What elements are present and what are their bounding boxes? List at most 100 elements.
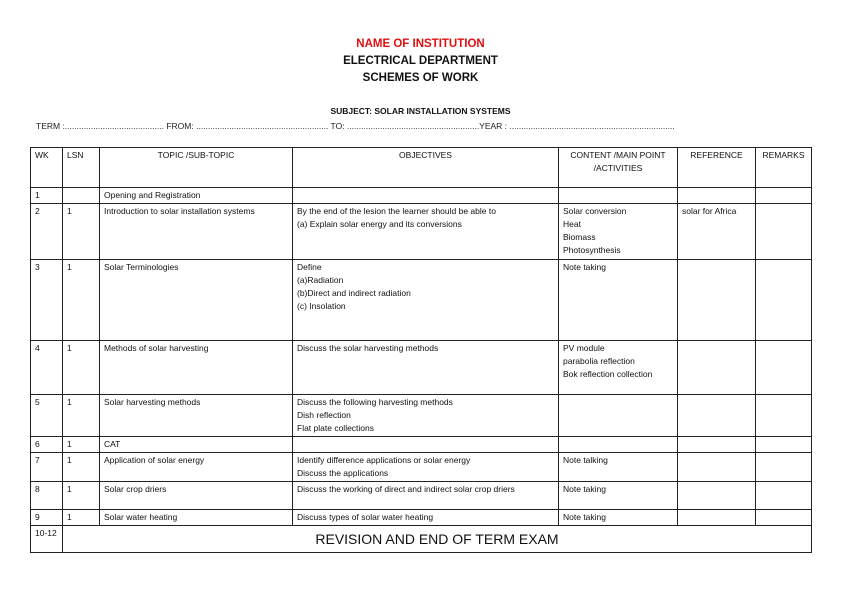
institution-name: NAME OF INSTITUTION — [356, 38, 485, 50]
objectives-cell-line: Discuss the working of direct and indire… — [297, 484, 515, 494]
table-row: 4 1 Methods of solar harvesting Discuss the… — [30, 340, 812, 395]
remarks-cell — [755, 187, 812, 204]
column-header: REMARKS — [755, 147, 812, 188]
objectives-cell-line: Discuss the solar harvesting methods — [297, 343, 439, 353]
lesson-cell: 1 — [62, 436, 100, 453]
objectives-cell-line: (c) Insolation — [297, 301, 346, 311]
topic-cell: Methods of solar harvesting — [99, 340, 293, 395]
lesson-cell: 1 — [62, 452, 100, 482]
topic-cell: Solar water heating — [99, 509, 293, 526]
content-cell-line: Solar conversion — [563, 206, 627, 216]
objectives-cell-line: Identify difference applications or sola… — [297, 455, 471, 465]
remarks-cell — [755, 394, 812, 437]
lesson-cell: 1 — [62, 481, 100, 510]
content-cell: Note taking — [558, 509, 678, 526]
objectives-cell: Define (a)Radiation (b)Direct and indirect… — [292, 259, 559, 341]
scheme-table: WK LSN TOPIC /SUB-TOPIC OBJECTIVES CONTENT /… — [30, 147, 812, 553]
content-cell-line: Heat — [563, 219, 581, 229]
remarks-cell — [755, 481, 812, 510]
content-cell: Note talking — [558, 452, 678, 482]
week-cell: 1 — [30, 187, 63, 204]
column-header: TOPIC /SUB-TOPIC — [99, 147, 293, 188]
topic-cell: Opening and Registration — [99, 187, 293, 204]
content-cell-line: parabolia reflection — [563, 356, 635, 366]
objectives-cell: Discuss the following harvesting methods… — [292, 394, 559, 437]
lesson-cell — [62, 187, 100, 204]
objectives-cell: Discuss the working of direct and indire… — [292, 481, 559, 510]
objectives-cell-line: (b)Direct and indirect radiation — [297, 288, 411, 298]
lesson-cell: 1 — [62, 394, 100, 437]
week-cell: 6 — [30, 436, 63, 453]
week-cell: 10-12 — [30, 525, 63, 553]
column-header: WK — [30, 147, 63, 188]
column-header: CONTENT /MAIN POINT /ACTIVITIES — [558, 147, 678, 188]
content-cell-line: Bok reflection collection — [563, 369, 653, 379]
week-cell: 3 — [30, 259, 63, 341]
objectives-cell-line: (a) Explain solar energy and its convers… — [297, 219, 462, 229]
department-name: ELECTRICAL DEPARTMENT — [343, 55, 498, 67]
content-cell — [558, 436, 678, 453]
remarks-cell — [755, 436, 812, 453]
reference-cell — [677, 187, 756, 204]
topic-cell: CAT — [99, 436, 293, 453]
content-cell: Note taking — [558, 259, 678, 341]
week-cell: 5 — [30, 394, 63, 437]
term-meta-line: TERM :..................................… — [36, 121, 675, 131]
content-cell — [558, 187, 678, 204]
table-header: WK LSN TOPIC /SUB-TOPIC OBJECTIVES CONTENT /… — [30, 147, 812, 188]
objectives-cell-line: Flat plate collections — [297, 423, 375, 433]
objectives-cell: Discuss types of solar water heating — [292, 509, 559, 526]
topic-cell: Solar Terminologies — [99, 259, 293, 341]
table-row: 7 1 Application of solar energy Identify di… — [30, 452, 812, 482]
remarks-cell — [755, 203, 812, 260]
topic-cell: Solar harvesting methods — [99, 394, 293, 437]
reference-cell — [677, 259, 756, 341]
content-cell-line: Note taking — [563, 262, 606, 272]
final-row: 10-12 REVISION AND END OF TERM EXAM — [30, 525, 812, 553]
objectives-cell-line: Discuss the following harvesting methods — [297, 397, 453, 407]
content-cell-line: Biomass — [563, 232, 596, 242]
week-cell: 7 — [30, 452, 63, 482]
table-row: 2 1 Introduction to solar installation sys… — [30, 203, 812, 260]
table-row: 9 1 Solar water heating Discuss types of so… — [30, 509, 812, 526]
reference-cell — [677, 452, 756, 482]
reference-cell: solar for Africa — [677, 203, 756, 260]
revision-exam-cell: REVISION AND END OF TERM EXAM — [62, 525, 812, 553]
week-cell: 8 — [30, 481, 63, 510]
column-header: LSN — [62, 147, 100, 188]
objectives-cell-line: Define — [297, 262, 322, 272]
objectives-cell-line: By the end of the lesion the learner sho… — [297, 206, 496, 216]
lesson-cell: 1 — [62, 259, 100, 341]
table-row: 8 1 Solar crop driers Discuss the working o… — [30, 481, 812, 510]
objectives-cell-line: Discuss types of solar water heating — [297, 512, 434, 522]
topic-cell: Introduction to solar installation syste… — [99, 203, 293, 260]
week-cell: 2 — [30, 203, 63, 260]
objectives-cell-line: (a)Radiation — [297, 275, 344, 285]
week-cell: 4 — [30, 340, 63, 395]
lesson-cell: 1 — [62, 340, 100, 395]
column-header: OBJECTIVES — [292, 147, 559, 188]
content-cell-line: Note taking — [563, 484, 606, 494]
content-cell: PV module parabolia reflection Bok reflect… — [558, 340, 678, 395]
reference-cell — [677, 394, 756, 437]
content-cell: Note taking — [558, 481, 678, 510]
table-row: 5 1 Solar harvesting methods Discuss the fo… — [30, 394, 812, 437]
content-cell-line: PV module — [563, 343, 605, 353]
reference-cell — [677, 509, 756, 526]
week-cell: 9 — [30, 509, 63, 526]
objectives-cell-line: Discuss the applications — [297, 468, 389, 478]
content-cell — [558, 394, 678, 437]
content-cell-line: Note talking — [563, 455, 608, 465]
content-cell: Solar conversion Heat Biomass Photosynthesi… — [558, 203, 678, 260]
reference-cell — [677, 481, 756, 510]
document-title: SCHEMES OF WORK — [362, 72, 479, 84]
topic-cell: Application of solar energy — [99, 452, 293, 482]
objectives-cell: Identify difference applications or sola… — [292, 452, 559, 482]
objectives-cell — [292, 187, 559, 204]
remarks-cell — [755, 509, 812, 526]
reference-cell — [677, 436, 756, 453]
content-cell-line: Photosynthesis — [563, 245, 621, 255]
lesson-cell: 1 — [62, 203, 100, 260]
table-row: 3 1 Solar Terminologies Define (a)Radiation (… — [30, 259, 812, 341]
objectives-cell: Discuss the solar harvesting methods — [292, 340, 559, 395]
